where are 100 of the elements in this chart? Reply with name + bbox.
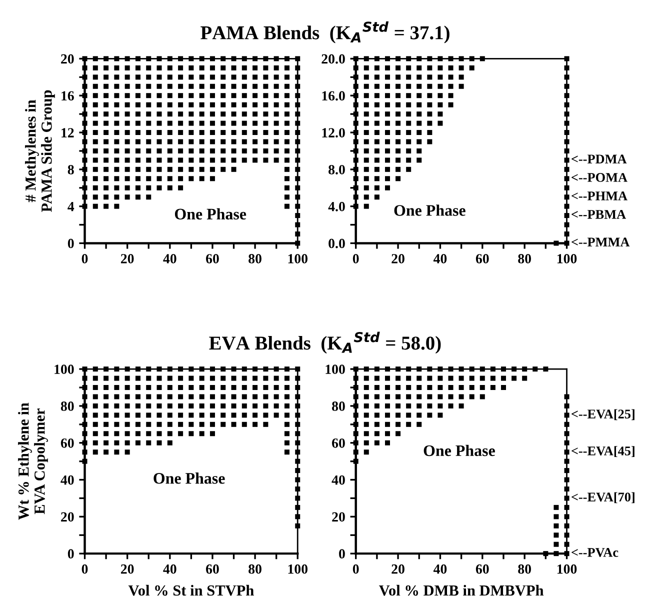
point bbox=[242, 84, 247, 89]
point bbox=[210, 403, 215, 408]
point bbox=[199, 130, 204, 135]
point bbox=[416, 422, 422, 427]
point bbox=[135, 166, 140, 172]
point bbox=[384, 56, 390, 62]
point bbox=[167, 65, 172, 70]
point bbox=[104, 130, 109, 135]
point bbox=[210, 130, 215, 135]
point bbox=[124, 176, 130, 182]
point bbox=[284, 93, 290, 98]
point bbox=[274, 74, 279, 80]
point bbox=[82, 130, 88, 135]
point bbox=[242, 102, 247, 108]
point bbox=[384, 385, 390, 390]
point bbox=[406, 166, 412, 172]
point bbox=[242, 120, 247, 126]
point bbox=[82, 403, 88, 408]
point bbox=[252, 74, 258, 80]
point bbox=[295, 394, 300, 400]
point bbox=[384, 120, 390, 126]
point bbox=[396, 102, 401, 108]
point bbox=[438, 412, 443, 418]
point bbox=[364, 412, 369, 418]
point bbox=[295, 185, 300, 190]
text: <--EVA[25] bbox=[572, 409, 634, 420]
y-tick-label: 16.0 bbox=[322, 91, 345, 101]
point bbox=[135, 139, 140, 144]
point bbox=[384, 74, 390, 80]
point bbox=[263, 120, 268, 126]
point bbox=[124, 366, 130, 372]
point bbox=[396, 376, 401, 381]
point bbox=[104, 394, 109, 400]
point bbox=[384, 440, 390, 446]
point bbox=[188, 412, 194, 418]
point bbox=[92, 158, 98, 163]
point bbox=[274, 412, 279, 418]
point bbox=[199, 65, 204, 70]
point bbox=[242, 112, 247, 117]
point bbox=[188, 120, 194, 126]
point bbox=[274, 112, 279, 117]
point bbox=[146, 102, 152, 108]
point bbox=[295, 74, 300, 80]
point bbox=[416, 385, 422, 390]
x-tick-label: 20 bbox=[392, 254, 404, 264]
point bbox=[242, 148, 247, 154]
y-tick-label: 60 bbox=[332, 438, 345, 448]
point bbox=[384, 166, 390, 172]
point bbox=[384, 158, 390, 163]
point bbox=[406, 56, 412, 62]
point bbox=[104, 185, 109, 190]
point bbox=[353, 120, 358, 126]
y-tick-label: 0.0 bbox=[328, 238, 345, 248]
point bbox=[564, 166, 570, 172]
point bbox=[242, 394, 247, 400]
point bbox=[167, 93, 172, 98]
point bbox=[156, 376, 162, 381]
point bbox=[124, 112, 130, 117]
point bbox=[263, 56, 268, 62]
point bbox=[353, 385, 358, 390]
point bbox=[178, 185, 184, 190]
point bbox=[156, 166, 162, 172]
point bbox=[146, 412, 152, 418]
point bbox=[199, 166, 204, 172]
point bbox=[104, 74, 109, 80]
point bbox=[92, 366, 98, 372]
point bbox=[167, 376, 172, 381]
point bbox=[374, 385, 380, 390]
point bbox=[135, 194, 140, 200]
point bbox=[114, 176, 120, 182]
point bbox=[427, 93, 432, 98]
point bbox=[554, 240, 559, 246]
point bbox=[188, 74, 194, 80]
point bbox=[231, 139, 236, 144]
point bbox=[124, 74, 130, 80]
point bbox=[82, 148, 88, 154]
point bbox=[135, 93, 140, 98]
point bbox=[564, 130, 570, 135]
point bbox=[263, 422, 268, 427]
point bbox=[543, 551, 548, 556]
point bbox=[242, 158, 247, 163]
point bbox=[178, 366, 184, 372]
point bbox=[135, 385, 140, 390]
point bbox=[353, 139, 358, 144]
point bbox=[353, 422, 358, 427]
point bbox=[384, 394, 390, 400]
annotation: One Phase bbox=[154, 472, 225, 484]
point bbox=[416, 148, 422, 154]
point bbox=[416, 84, 422, 89]
point bbox=[146, 93, 152, 98]
point bbox=[156, 84, 162, 89]
point bbox=[263, 366, 268, 372]
point bbox=[156, 139, 162, 144]
point bbox=[199, 366, 204, 372]
point bbox=[242, 422, 247, 427]
point bbox=[295, 477, 300, 482]
point bbox=[384, 65, 390, 70]
point bbox=[210, 412, 215, 418]
point bbox=[104, 403, 109, 408]
point bbox=[178, 93, 184, 98]
